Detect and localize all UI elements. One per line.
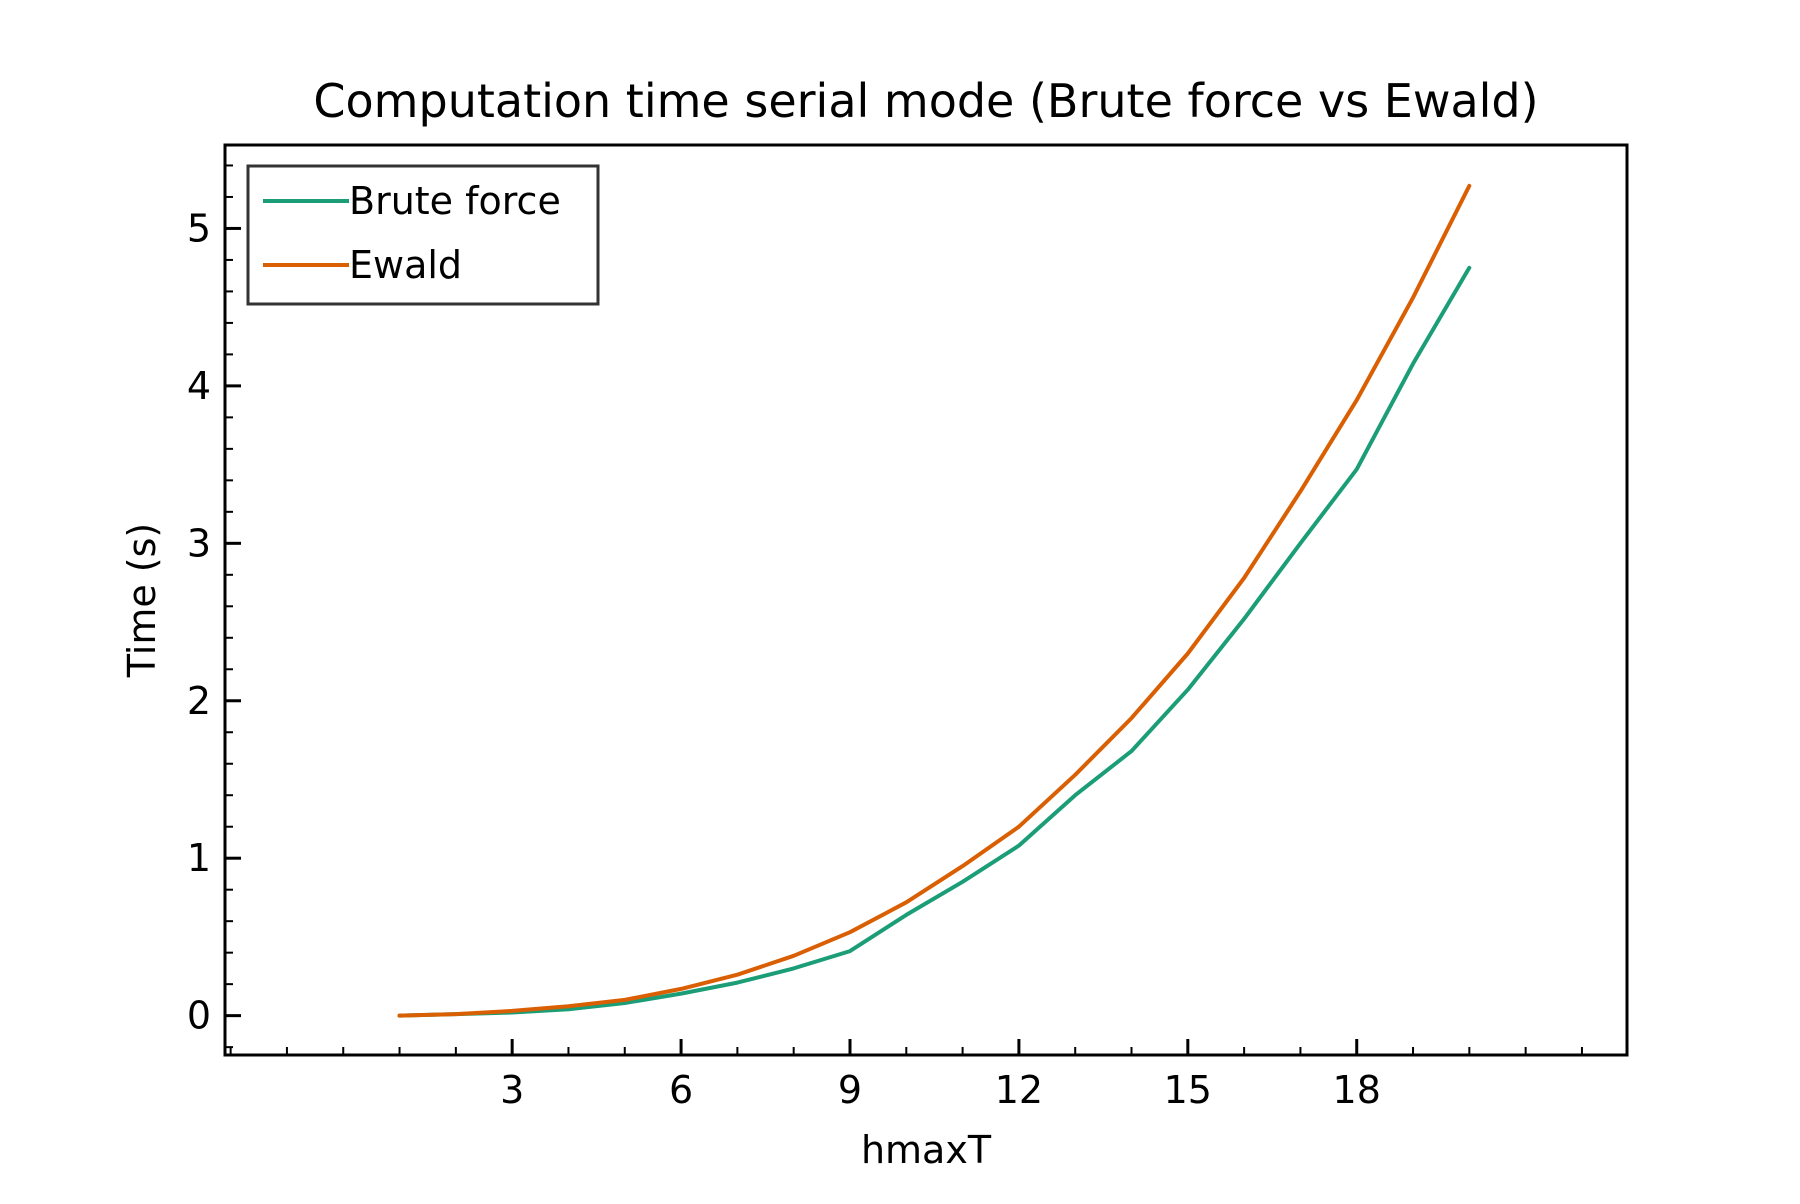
legend: Brute force Ewald [246, 164, 600, 306]
legend-box [246, 164, 600, 306]
y-tick-label: 3 [187, 521, 211, 565]
y-tick-label: 4 [187, 364, 211, 408]
x-tick-label: 18 [1333, 1068, 1381, 1112]
x-tick-label: 15 [1164, 1068, 1212, 1112]
series-layer [397, 183, 1472, 1018]
legend-label-brute-force: Brute force [349, 179, 561, 223]
plot-frame [223, 143, 1629, 1057]
x-tick-label: 6 [669, 1068, 693, 1112]
x-tick-label: 9 [838, 1068, 862, 1112]
y-tick-label: 2 [187, 679, 211, 723]
y-tick-label: 5 [187, 206, 211, 250]
y-tick-label: 0 [187, 994, 211, 1038]
y-tick-label: 1 [187, 836, 211, 880]
x-tick-label: 12 [995, 1068, 1043, 1112]
series-line-brute-force [397, 265, 1472, 1018]
labels-layer: Computation time serial mode (Brute forc… [120, 74, 1539, 1172]
legend-label-ewald: Ewald [349, 243, 462, 287]
series-line-ewald [397, 183, 1472, 1018]
x-axis-label: hmaxT [861, 1128, 992, 1172]
y-axis-label: Time (s) [120, 523, 164, 679]
x-tick-label: 3 [500, 1068, 524, 1112]
chart-title: Computation time serial mode (Brute forc… [313, 74, 1538, 128]
